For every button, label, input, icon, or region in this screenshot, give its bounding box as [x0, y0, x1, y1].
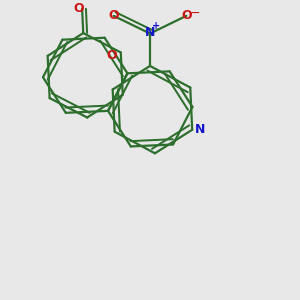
Text: +: + — [152, 21, 160, 31]
Text: O: O — [108, 9, 119, 22]
Text: O: O — [74, 2, 85, 15]
Text: O: O — [181, 9, 192, 22]
Text: N: N — [195, 123, 206, 136]
Text: N: N — [145, 26, 155, 39]
Text: O: O — [106, 49, 117, 62]
Text: −: − — [190, 7, 200, 20]
